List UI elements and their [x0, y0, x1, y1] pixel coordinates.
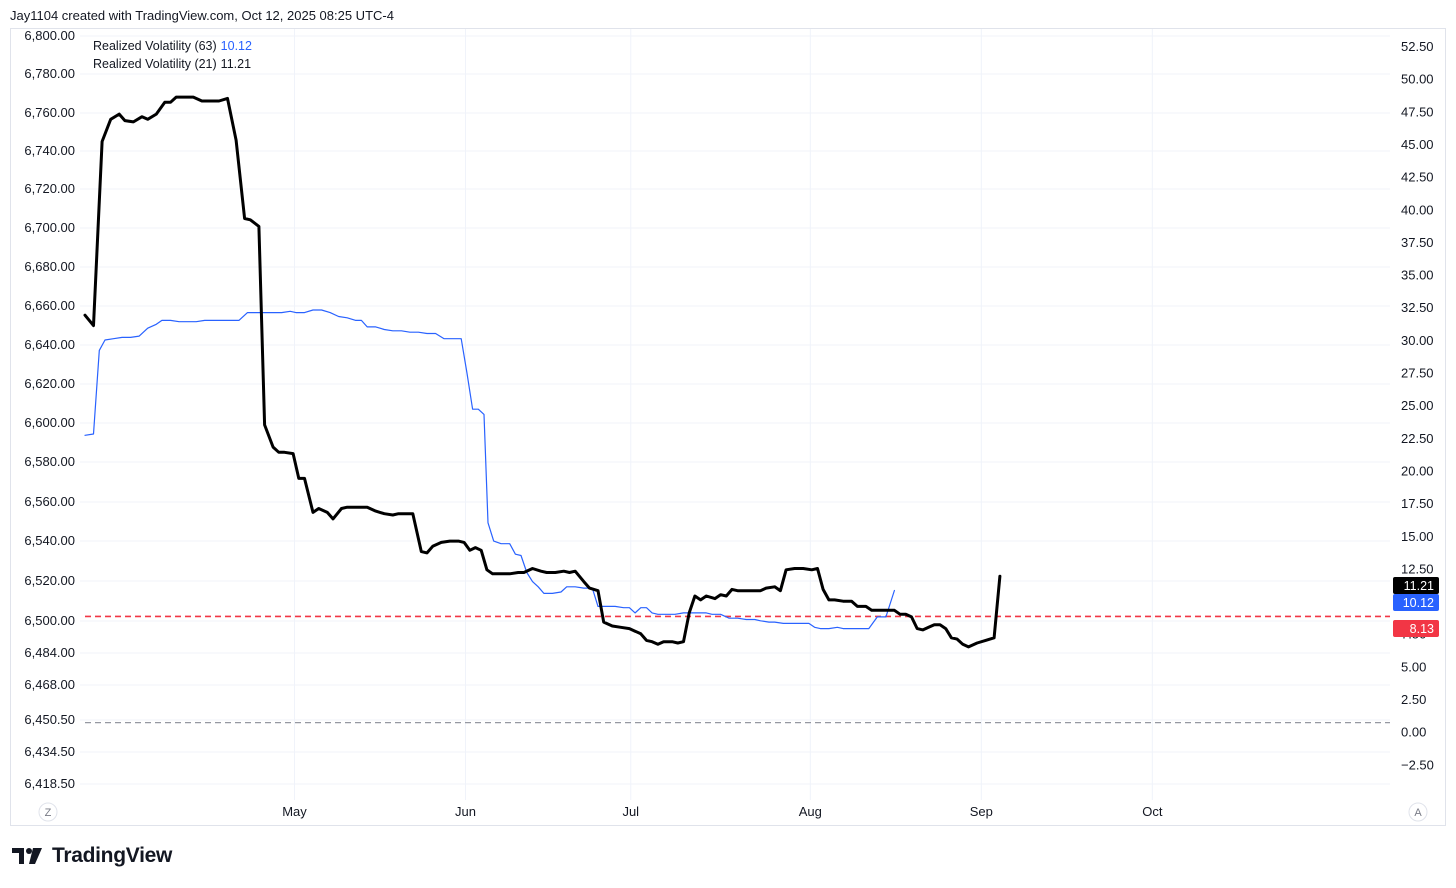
left-tick-label: 6,540.00 [24, 533, 75, 548]
value-badge [1393, 577, 1439, 594]
left-tick-label: 6,800.00 [24, 28, 75, 43]
right-tick-label: 20.00 [1401, 463, 1434, 478]
right-tick-label: 37.50 [1401, 235, 1434, 250]
zoom-mode-button[interactable] [38, 802, 58, 822]
series-line-rv63 [84, 309, 895, 630]
right-tick-label: 30.00 [1401, 333, 1434, 348]
legend-value: 11.21 [220, 57, 252, 71]
right-tick-label: 50.00 [1401, 72, 1434, 87]
legend-item-rv21[interactable]: Realized Volatility (21) 11.21 [93, 55, 252, 73]
left-tick-label: 6,600.00 [24, 415, 75, 430]
left-tick-label: 6,500.00 [24, 613, 75, 628]
right-tick-label: 32.50 [1401, 300, 1434, 315]
value-badge [1393, 594, 1439, 611]
value-badge [1393, 620, 1439, 637]
tradingview-logo-icon [12, 848, 42, 864]
brand-name: TradingView [52, 844, 173, 867]
left-tick-label: 6,700.00 [24, 220, 75, 235]
value-badge-label: 10.12 [1403, 596, 1434, 610]
series-lines [83, 95, 1002, 649]
auto-scale-button[interactable] [1408, 802, 1428, 822]
auto-scale-button-label: A [1414, 807, 1422, 819]
tradingview-brand[interactable]: TradingView [12, 844, 172, 868]
right-tick-label: 42.50 [1401, 170, 1434, 185]
left-tick-label: 6,580.00 [24, 454, 75, 469]
value-badge-label: 11.21 [1404, 579, 1434, 593]
right-tick-label: 17.50 [1401, 496, 1434, 511]
legend-label: Realized Volatility (21) [93, 57, 217, 71]
left-tick-label: 6,760.00 [24, 105, 75, 120]
time-tick-label: Oct [1142, 804, 1163, 819]
right-tick-label: 15.00 [1401, 529, 1434, 544]
right-tick-label: 5.00 [1401, 659, 1426, 674]
right-tick-label: 35.00 [1401, 268, 1434, 283]
right-tick-label: 25.00 [1401, 398, 1434, 413]
right-tick-label: 47.50 [1401, 104, 1434, 119]
time-tick-label: Sep [970, 804, 993, 819]
left-tick-label: 6,450.50 [24, 712, 75, 727]
zoom-mode-button-label: Z [45, 807, 52, 819]
left-tick-label: 6,418.50 [24, 776, 75, 791]
chart-header: Jay1104 created with TradingView.com, Oc… [10, 8, 394, 23]
series-line-rv21 [83, 95, 1002, 649]
left-tick-label: 6,780.00 [24, 66, 75, 81]
right-tick-label: 52.50 [1401, 39, 1434, 54]
left-tick-label: 6,434.50 [24, 744, 75, 759]
right-tick-label: 2.50 [1401, 692, 1426, 707]
left-tick-label: 6,560.00 [24, 494, 75, 509]
left-tick-label: 6,680.00 [24, 259, 75, 274]
time-tick-label: Jun [455, 804, 476, 819]
chart-frame [10, 28, 1446, 826]
value-badge-label: 8.13 [1410, 622, 1434, 636]
right-tick-label: 0.00 [1401, 725, 1426, 740]
left-tick-label: 6,660.00 [24, 298, 75, 313]
left-tick-label: 6,640.00 [24, 337, 75, 352]
left-tick-label: 6,620.00 [24, 376, 75, 391]
right-volatility-axis: 52.50 50.00 47.50 45.00 42.50 40.00 37.50 35.00… [1401, 39, 1434, 772]
legend-label: Realized Volatility (63) [93, 39, 217, 53]
left-tick-label: 6,484.00 [24, 645, 75, 660]
legend-item-rv63[interactable]: Realized Volatility (63) 10.12 [93, 37, 252, 55]
left-tick-label: 6,740.00 [24, 143, 75, 158]
left-tick-label: 6,520.00 [24, 573, 75, 588]
right-tick-label: 12.50 [1401, 561, 1434, 576]
left-price-axis: 6,800.00 6,780.00 6,760.00 6,740.00 6,720.00… [24, 28, 75, 791]
legend-value: 10.12 [220, 39, 252, 53]
right-tick-label: 27.50 [1401, 366, 1434, 381]
right-tick-label: 22.50 [1401, 431, 1434, 446]
reference-lines [85, 615, 1390, 724]
time-tick-label: Aug [799, 804, 822, 819]
right-tick-label: 40.00 [1401, 202, 1434, 217]
left-tick-label: 6,468.00 [24, 677, 75, 692]
right-tick-label: 45.00 [1401, 137, 1434, 152]
right-tick-label: −2.50 [1401, 757, 1434, 772]
time-tick-label: Jul [622, 804, 639, 819]
last-value-badges: 11.21 10.12 8.13 [1393, 577, 1439, 637]
legend: Realized Volatility (63) 10.12 Realized V… [93, 37, 252, 73]
left-tick-label: 6,720.00 [24, 181, 75, 196]
grid-lines [80, 29, 1390, 800]
time-axis: May Jun Jul Aug Sep Oct [282, 804, 1163, 819]
time-tick-label: May [282, 804, 307, 819]
